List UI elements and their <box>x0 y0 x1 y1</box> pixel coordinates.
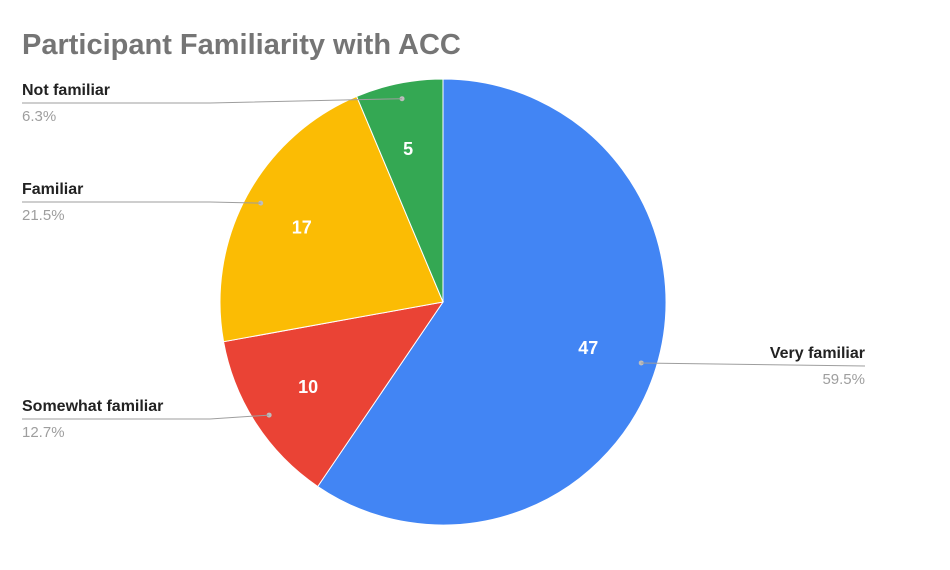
slice-percent-familiar: 21.5% <box>22 207 65 224</box>
leader-line-not-familiar <box>22 98 403 104</box>
leader-line-somewhat-familiar <box>22 414 270 420</box>
slice-value-very-familiar: 47 <box>578 338 598 358</box>
pie-slice-very-familiar <box>317 78 667 526</box>
chart-title: Participant Familiarity with ACC <box>22 29 461 61</box>
slice-value-not-familiar: 5 <box>403 139 413 159</box>
leader-lines <box>22 96 866 420</box>
pie-slices <box>219 78 667 526</box>
slice-label-not-familiar: Not familiar <box>22 82 110 99</box>
slice-value-familiar: 17 <box>292 218 312 238</box>
leader-line-familiar <box>22 201 261 204</box>
slice-label-somewhat-familiar: Somewhat familiar <box>22 398 163 415</box>
slice-percent-somewhat-familiar: 12.7% <box>22 424 65 441</box>
slice-labels: Very familiar 59.5% Somewhat familiar 12.7%… <box>22 82 865 441</box>
pie-slice-familiar <box>219 95 444 343</box>
pie-slice-somewhat-familiar <box>222 301 445 488</box>
slice-values: 47 10 17 5 <box>292 139 598 397</box>
pie-slice-not-familiar <box>355 78 444 303</box>
leader-line-very-familiar <box>641 362 866 367</box>
slice-label-very-familiar: Very familiar <box>770 345 865 362</box>
slice-label-familiar: Familiar <box>22 181 83 198</box>
slice-percent-very-familiar: 59.5% <box>822 371 865 388</box>
slice-value-somewhat-familiar: 10 <box>298 377 318 397</box>
slice-percent-not-familiar: 6.3% <box>22 108 56 125</box>
